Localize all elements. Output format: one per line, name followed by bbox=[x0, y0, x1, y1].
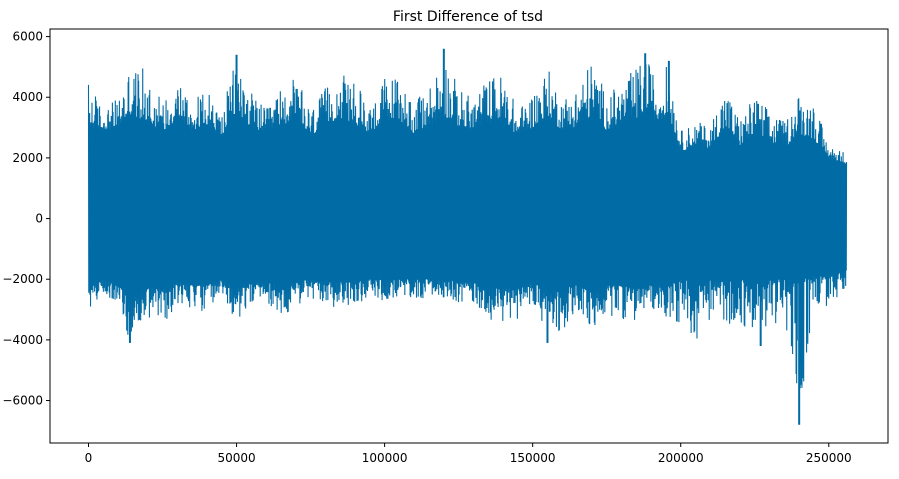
chart-title: First Difference of tsd bbox=[393, 9, 543, 25]
series-layer bbox=[87, 48, 848, 425]
x-tick-label: 200000 bbox=[658, 451, 704, 465]
y-tick-label: −6000 bbox=[2, 394, 43, 408]
plot-area bbox=[49, 28, 889, 444]
x-tick-label: 50000 bbox=[217, 451, 255, 465]
axes-frame bbox=[49, 28, 889, 444]
x-tick-label: 150000 bbox=[510, 451, 556, 465]
x-tick-label: 0 bbox=[85, 451, 93, 465]
y-axis: −6000 −4000 −2000 0 2000 4000 6000 bbox=[2, 30, 50, 408]
x-axis: 0 50000 100000 150000 200000 250000 bbox=[85, 443, 852, 465]
x-tick-label: 250000 bbox=[806, 451, 852, 465]
y-tick-label: 2000 bbox=[12, 151, 43, 165]
y-tick-label: 0 bbox=[35, 212, 43, 226]
y-tick-label: −2000 bbox=[2, 272, 43, 286]
series-trace bbox=[87, 64, 848, 389]
x-tick-label: 100000 bbox=[362, 451, 408, 465]
y-tick-label: 4000 bbox=[12, 90, 43, 104]
y-tick-label: −4000 bbox=[2, 333, 43, 347]
y-tick-label: 6000 bbox=[12, 30, 43, 44]
